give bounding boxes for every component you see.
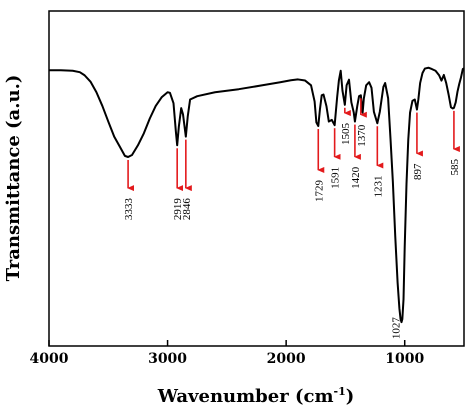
peak-label: 585 — [449, 159, 461, 176]
x-axis-title-superscript: -1 — [334, 385, 346, 398]
y-axis-title: Transmittance (a.u.) — [3, 75, 24, 282]
peak-label: 897 — [412, 163, 424, 180]
x-axis-title: Wavenumber (cm-1) — [157, 385, 355, 407]
peak-label: 1591 — [330, 167, 342, 189]
ftir-spectrum-line — [49, 66, 465, 324]
peak-label: 1370 — [356, 124, 368, 147]
peak-label: 1729 — [313, 179, 325, 202]
peak-label: 1505 — [340, 123, 352, 145]
peak-label-minimum: 1027 — [391, 317, 403, 340]
peak-label: 2919 — [172, 198, 184, 221]
peak-label: 1420 — [350, 166, 362, 189]
x-axis-tick-labels: 4000 3000 2000 1000 — [30, 351, 425, 367]
plot-frame — [48, 10, 465, 347]
x-axis-ticks — [48, 340, 406, 346]
peak-label: 2846 — [181, 198, 193, 221]
x-tick-label: 4000 — [30, 351, 69, 367]
x-tick-label: 3000 — [148, 351, 187, 367]
x-tick-label: 1000 — [385, 351, 424, 367]
x-tick-label: 2000 — [267, 351, 306, 367]
peak-label: 3333 — [123, 198, 135, 221]
peak-label: 1231 — [372, 176, 384, 198]
